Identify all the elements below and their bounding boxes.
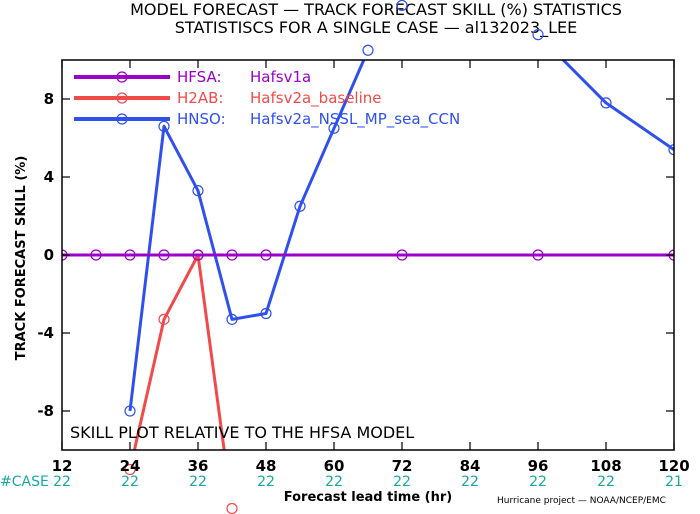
y-axis-label: TRACK FORECAST SKILL (%) xyxy=(14,156,29,361)
y-tick-label: -4 xyxy=(37,324,54,342)
skill-plot-annotation: SKILL PLOT RELATIVE TO THE HFSA MODEL xyxy=(70,423,414,442)
data-point xyxy=(90,249,102,261)
data-point xyxy=(396,249,408,261)
case-count: 22 xyxy=(529,474,547,490)
x-tick-label: 36 xyxy=(188,457,209,475)
x-tick-label: 48 xyxy=(256,457,277,475)
case-counts: 22 22 22 22 22 22 22 22 22 21 xyxy=(53,474,683,490)
data-point xyxy=(226,313,238,325)
data-point xyxy=(396,0,408,11)
x-tick-label: 96 xyxy=(528,457,549,475)
legend-series-label: Hafsv2a_NSSL_MP_sea_CCN xyxy=(250,110,460,129)
x-tick-label: 60 xyxy=(324,457,345,475)
case-count: 22 xyxy=(393,474,411,490)
overflow-markers xyxy=(124,0,544,514)
case-count: 22 xyxy=(461,474,479,490)
data-point xyxy=(124,463,136,476)
y-tick-label: 8 xyxy=(44,90,54,108)
case-count-label: #CASE xyxy=(0,474,49,490)
series-layer xyxy=(62,60,674,450)
legend-series-code: H2AB: xyxy=(177,89,223,107)
x-tick-label: 72 xyxy=(392,457,413,475)
legend-series-code: HNSO: xyxy=(177,110,226,128)
x-tick-label: 12 xyxy=(52,457,73,475)
data-point xyxy=(226,249,238,261)
data-point xyxy=(668,144,674,156)
series-line xyxy=(128,60,674,412)
case-count: 22 xyxy=(53,474,71,490)
case-count: 22 xyxy=(597,474,615,490)
data-point xyxy=(362,44,374,56)
x-tick-label: 24 xyxy=(120,457,141,475)
legend-series-code: HFSA: xyxy=(177,68,222,86)
x-tick-label: 120 xyxy=(658,457,689,475)
data-point xyxy=(532,29,544,41)
data-point xyxy=(226,502,238,514)
chart-title-line1: MODEL FORECAST — TRACK FORECAST SKILL (%… xyxy=(130,0,622,19)
chart-title-line2: STATISTISCS FOR A SINGLE CASE — al132023… xyxy=(175,18,578,38)
legend: HFSA: Hafsv1a H2AB: Hafsv2a_baseline HNSO: Ha… xyxy=(74,68,460,129)
case-count: 21 xyxy=(665,474,683,490)
credit-text: Hurricane project — NOAA/NCEP/EMC xyxy=(497,496,666,506)
x-axis-label: Forecast lead time (hr) xyxy=(284,490,452,505)
y-tick-label: 0 xyxy=(44,246,54,264)
data-point xyxy=(158,249,170,261)
data-point xyxy=(158,313,170,325)
legend-marker xyxy=(116,71,128,83)
data-point xyxy=(260,249,272,261)
data-point xyxy=(294,200,306,212)
data-point xyxy=(600,97,612,109)
data-point xyxy=(158,120,170,132)
legend-marker xyxy=(116,92,128,104)
legend-marker xyxy=(116,113,128,125)
legend-series-label: Hafsv2a_baseline xyxy=(250,89,382,108)
data-point xyxy=(192,185,204,197)
case-count: 22 xyxy=(121,474,139,490)
data-point xyxy=(260,307,272,320)
data-point xyxy=(532,249,544,261)
y-tick-label: 4 xyxy=(44,168,54,186)
legend-series-label: Hafsv1a xyxy=(250,68,311,86)
case-count: 22 xyxy=(325,474,343,490)
case-count: 22 xyxy=(257,474,275,490)
x-tick-label: 108 xyxy=(590,457,621,475)
data-point xyxy=(124,405,136,417)
data-point xyxy=(328,122,340,134)
series-line xyxy=(132,253,226,450)
data-point xyxy=(192,249,204,261)
y-tick-label: -8 xyxy=(37,402,54,420)
case-count: 22 xyxy=(189,474,207,490)
data-point xyxy=(124,249,136,261)
x-tick-label: 84 xyxy=(460,457,481,475)
